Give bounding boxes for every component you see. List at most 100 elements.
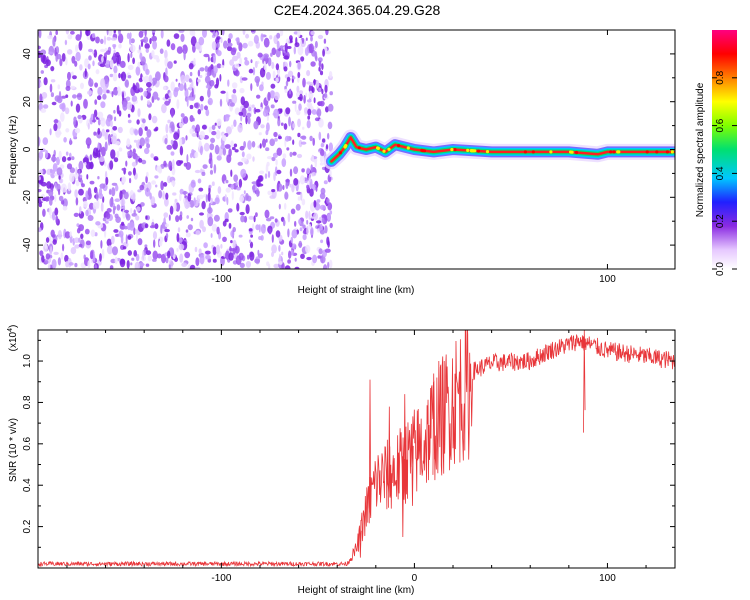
noise-speckle bbox=[262, 109, 269, 117]
noise-speckle bbox=[79, 64, 83, 71]
noise-speckle bbox=[166, 39, 171, 47]
noise-speckle bbox=[41, 92, 48, 99]
noise-speckle bbox=[143, 36, 149, 44]
noise-speckle bbox=[239, 57, 243, 66]
noise-speckle bbox=[195, 257, 200, 267]
noise-speckle bbox=[122, 91, 124, 101]
noise-speckle bbox=[137, 238, 143, 246]
noise-speckle bbox=[170, 151, 175, 156]
colorbar-label: Normalized spectral amplitude bbox=[695, 82, 706, 217]
noise-speckle bbox=[307, 99, 312, 103]
noise-speckle bbox=[267, 57, 272, 67]
noise-speckle bbox=[189, 104, 194, 110]
noise-speckle bbox=[243, 190, 246, 195]
noise-speckle bbox=[294, 266, 300, 269]
noise-speckle bbox=[60, 183, 67, 193]
colorbar-ticks: 0.0 0.2 0.4 0.6 0.8 bbox=[712, 70, 737, 276]
noise-speckle bbox=[226, 197, 229, 206]
noise-speckle bbox=[164, 93, 169, 100]
noise-speckle bbox=[106, 238, 112, 247]
noise-speckle bbox=[173, 87, 179, 98]
noise-speckle bbox=[109, 160, 114, 170]
noise-speckle bbox=[269, 195, 276, 199]
noise-speckle bbox=[220, 143, 225, 150]
noise-speckle bbox=[298, 139, 303, 148]
noise-speckle bbox=[145, 215, 148, 220]
noise-speckle bbox=[114, 256, 118, 265]
noise-speckle bbox=[305, 37, 308, 41]
noise-speckle bbox=[270, 104, 275, 109]
noise-speckle bbox=[87, 122, 90, 130]
noise-speckle bbox=[231, 82, 238, 89]
noise-speckle bbox=[143, 75, 150, 84]
noise-speckle bbox=[135, 66, 141, 76]
noise-speckle bbox=[251, 141, 256, 148]
noise-speckle bbox=[322, 138, 326, 143]
noise-speckle bbox=[127, 64, 134, 71]
noise-speckle bbox=[284, 42, 288, 53]
noise-speckle bbox=[123, 225, 129, 230]
noise-speckle bbox=[177, 227, 181, 233]
noise-speckle bbox=[163, 160, 167, 167]
noise-speckle bbox=[170, 43, 176, 51]
noise-speckle bbox=[276, 147, 283, 156]
noise-speckle bbox=[133, 209, 136, 215]
noise-speckle bbox=[228, 33, 233, 40]
noise-speckle bbox=[146, 82, 152, 88]
noise-speckle bbox=[273, 108, 279, 119]
noise-speckle bbox=[262, 138, 266, 148]
noise-speckle bbox=[210, 80, 215, 87]
noise-speckle bbox=[280, 30, 284, 37]
spectrogram-ticks: -100 100 -40 -20 0 20 40 bbox=[22, 30, 675, 285]
noise-speckle bbox=[232, 226, 236, 233]
noise-speckle bbox=[113, 157, 119, 163]
noise-speckle bbox=[159, 48, 164, 54]
noise-speckle bbox=[132, 57, 136, 65]
noise-speckle bbox=[225, 179, 229, 184]
noise-speckle bbox=[139, 184, 145, 191]
noise-speckle bbox=[305, 210, 309, 219]
noise-speckle bbox=[240, 168, 247, 178]
noise-speckle bbox=[311, 154, 315, 162]
noise-speckle bbox=[61, 102, 66, 112]
noise-speckle bbox=[230, 124, 234, 130]
noise-speckle bbox=[178, 137, 183, 147]
noise-speckle bbox=[118, 230, 124, 238]
noise-speckle bbox=[237, 123, 243, 133]
noise-speckle bbox=[48, 189, 54, 197]
noise-speckle bbox=[182, 44, 188, 55]
noise-speckle bbox=[300, 135, 306, 139]
noise-speckle bbox=[38, 137, 41, 147]
noise-speckle bbox=[107, 136, 111, 146]
noise-speckle bbox=[146, 143, 151, 149]
noise-speckle bbox=[179, 160, 184, 164]
y-tick-label: 40 bbox=[22, 48, 33, 60]
noise-speckle bbox=[246, 112, 252, 118]
noise-speckle bbox=[223, 135, 227, 142]
noise-speckle bbox=[121, 176, 127, 184]
noise-speckle bbox=[111, 91, 114, 98]
noise-speckle bbox=[186, 154, 189, 163]
noise-speckle bbox=[114, 198, 121, 202]
noise-speckle bbox=[100, 38, 104, 45]
noise-speckle bbox=[327, 103, 334, 112]
noise-speckle bbox=[211, 223, 218, 232]
noise-speckle bbox=[199, 130, 206, 140]
x-tick-label: 100 bbox=[599, 573, 616, 584]
noise-speckle bbox=[38, 30, 42, 39]
noise-speckle bbox=[291, 229, 298, 239]
noise-speckle bbox=[271, 47, 277, 56]
noise-speckle bbox=[68, 262, 74, 266]
trace-peak bbox=[406, 146, 410, 150]
noise-speckle bbox=[141, 76, 145, 81]
noise-speckle bbox=[211, 181, 215, 186]
noise-speckle bbox=[211, 124, 216, 130]
noise-speckle bbox=[83, 200, 88, 208]
noise-speckle bbox=[224, 114, 231, 118]
noise-speckle bbox=[297, 71, 301, 79]
noise-speckle bbox=[207, 88, 211, 98]
noise-speckle bbox=[205, 85, 210, 89]
y-tick-label: 0.2 bbox=[22, 519, 33, 533]
noise-speckle bbox=[67, 182, 72, 192]
noise-speckle bbox=[327, 132, 330, 140]
